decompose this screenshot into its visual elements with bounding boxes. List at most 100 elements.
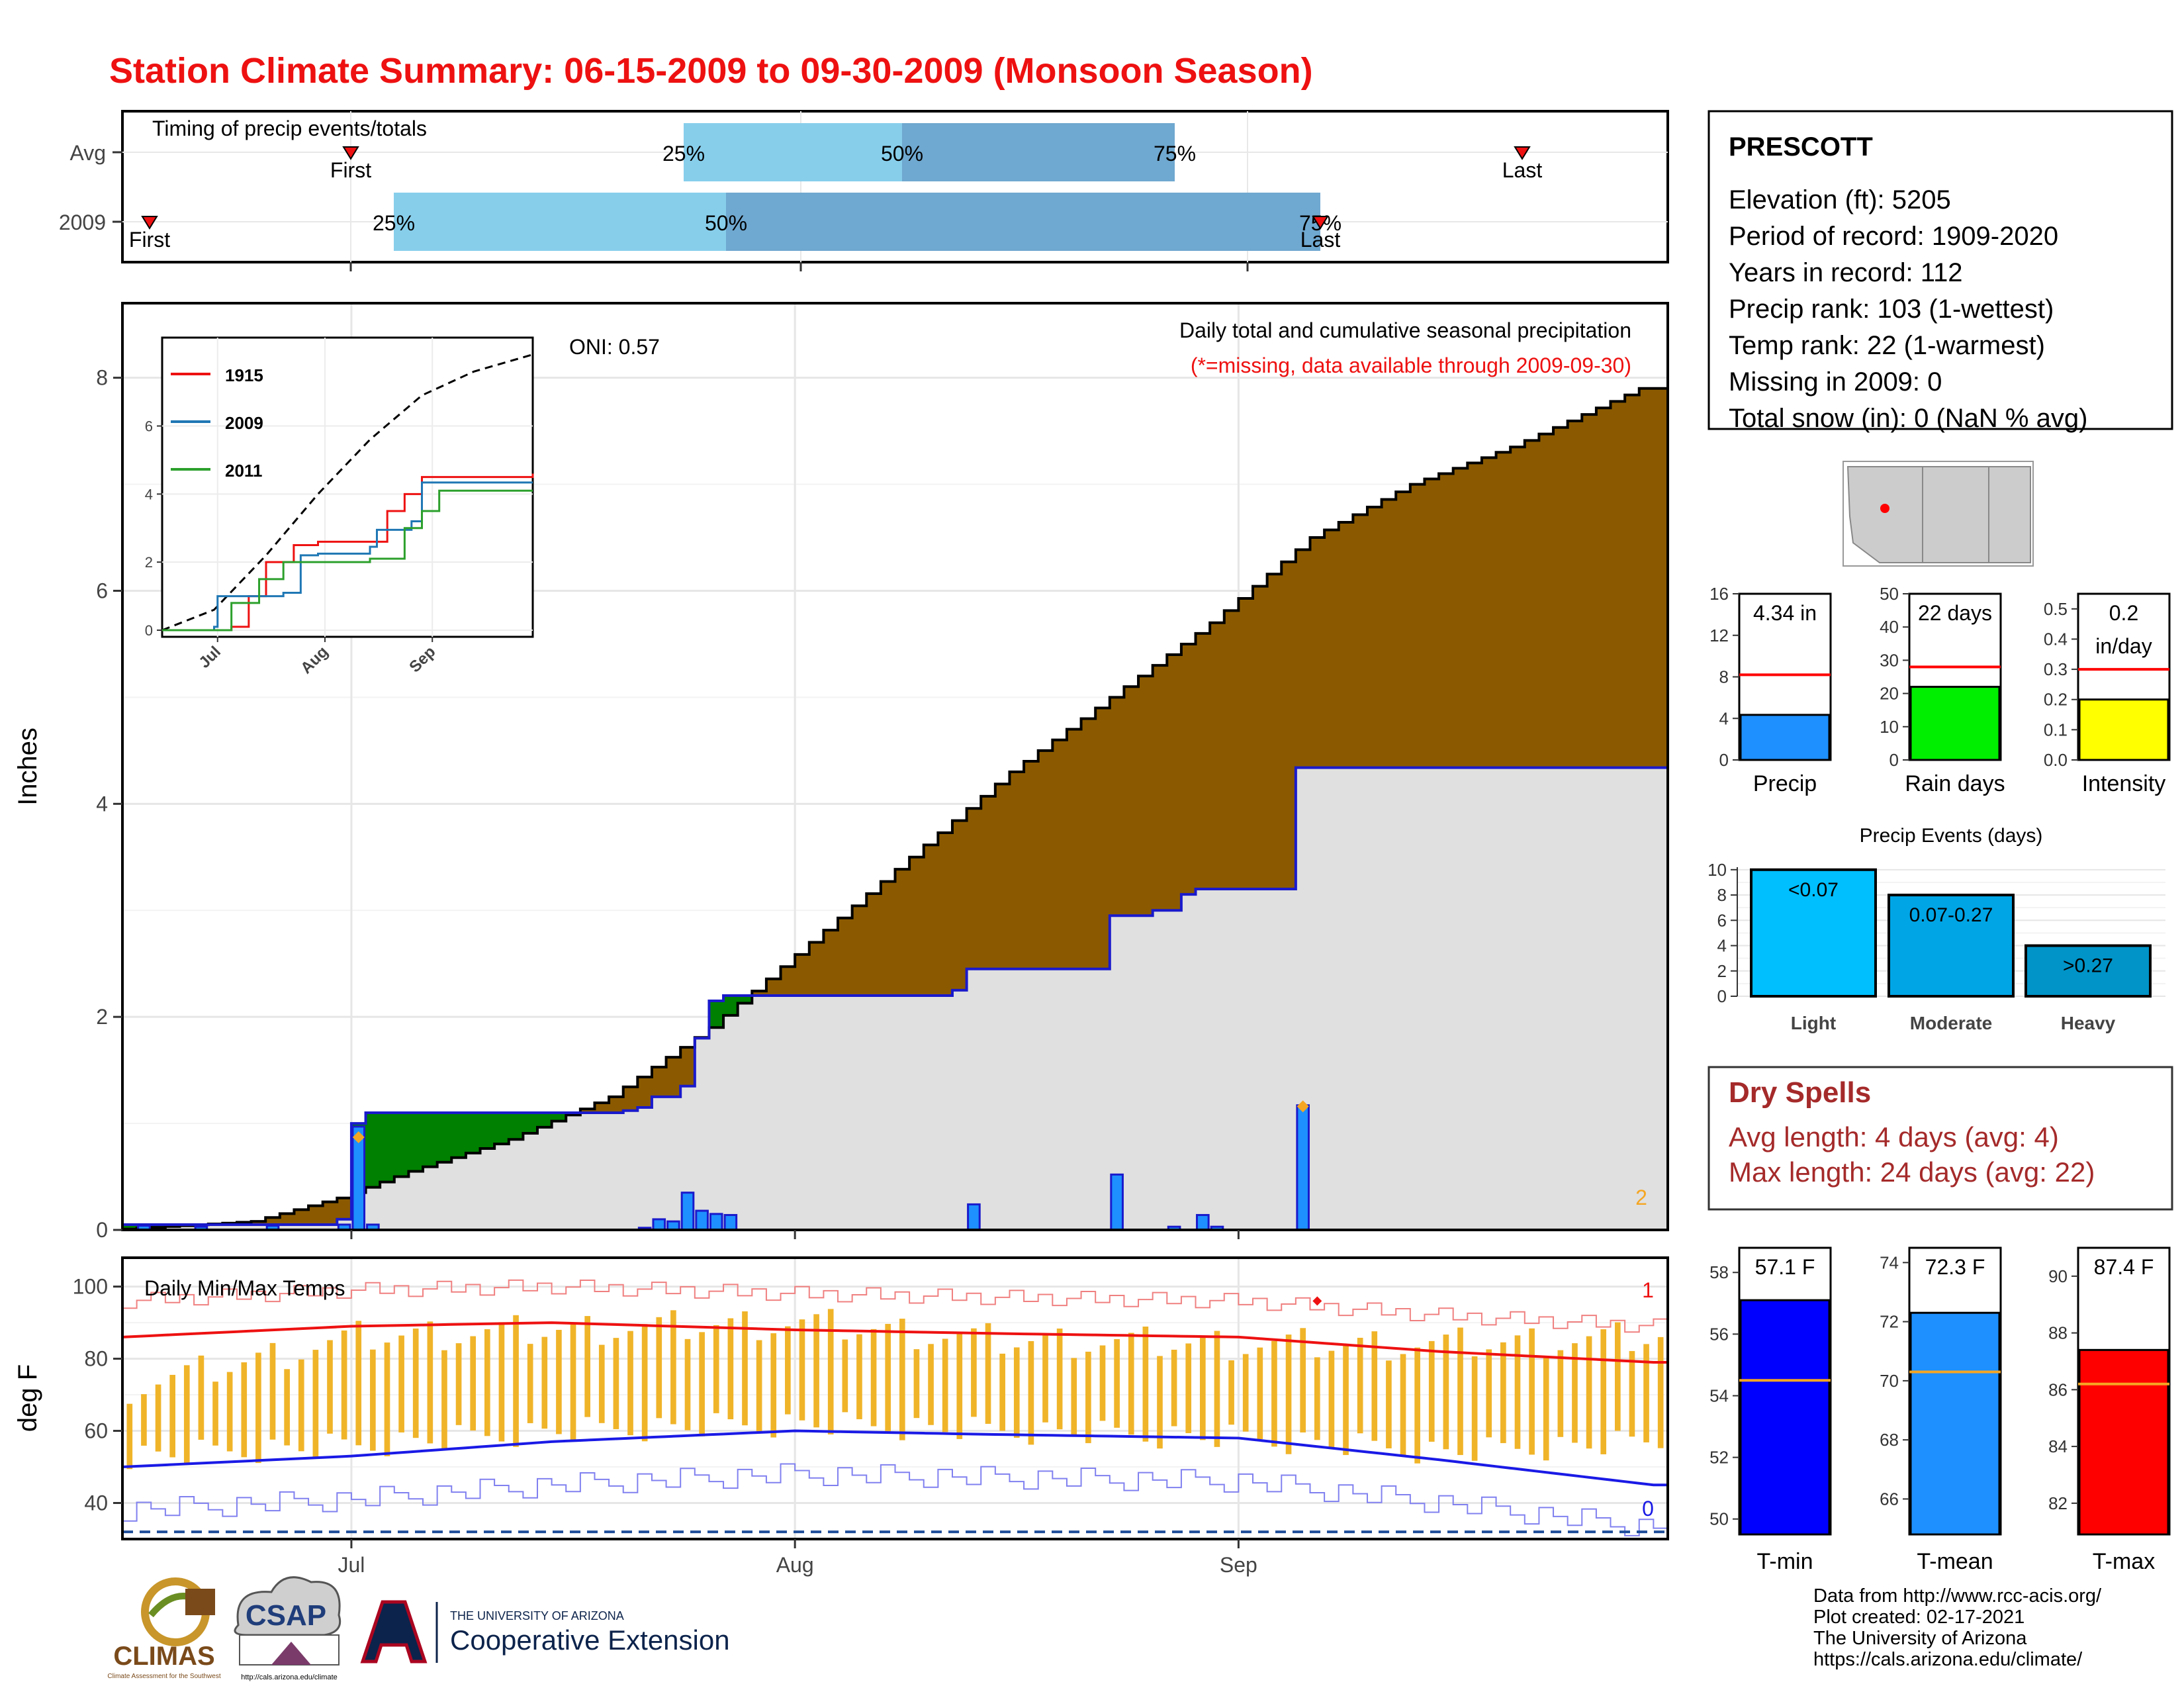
daily-temp-bar [1486,1349,1492,1438]
daily-temp-bar [198,1355,205,1440]
stat-bar-label: in/day [2095,634,2152,658]
temp-stat-tick-label: 88 [2048,1323,2068,1343]
y2009-pct-25: 25% [373,211,415,235]
daily-temp-bar [813,1314,819,1428]
temp-ylabel: deg F [13,1364,42,1432]
dry-spells-avg: Avg length: 4 days (avg: 4) [1729,1121,2059,1152]
y-tick-label: 4 [96,792,108,816]
stat-bar-xlabel: Intensity [2082,771,2166,796]
avg-first-label: First [330,158,371,182]
stat-bar-tick-label: 0.0 [2044,750,2068,770]
climas-logo: CLIMAS Climate Assessment for the Southw… [107,1577,221,1680]
temp-label: Daily Min/Max Temps [144,1276,345,1300]
temp-stat-tick-label: 68 [1880,1430,1899,1450]
temp-stat-tick-label: 54 [1709,1385,1729,1405]
surplus-area-segment [394,1112,409,1177]
daily-precip-bar [723,1213,738,1231]
surplus-area-segment [480,1112,495,1149]
temp-stat-bars: 57.1 F 50 52 54 56 58 T-min 72.3 F 66 68 70 72 74 T-m… [1709,1246,2171,1574]
daily-temp-bar [470,1336,477,1431]
daily-temp-bar [141,1394,147,1446]
data-flag-marker [352,1131,365,1143]
daily-temp-bar [269,1342,276,1440]
daily-temp-bar [1557,1350,1564,1437]
daily-precip-bar [1110,1173,1124,1231]
daily-precip-bar [680,1192,695,1231]
daily-temp-bar [785,1326,791,1415]
daily-temp-bar [284,1369,290,1446]
daily-temp-bar [1514,1335,1521,1449]
temp-stat-tick-label: 56 [1709,1324,1729,1344]
temp-stat-label: 72.3 F [1925,1255,1985,1279]
daily-temp-bar [370,1349,376,1451]
cumulative-2009-area-segment [566,1115,581,1230]
daily-temp-bar [1085,1351,1091,1444]
cumulative-2009-area-segment [179,1225,195,1230]
inset-series-2009 [162,481,533,632]
precip-description: Daily total and cumulative seasonal prec… [1179,318,1631,342]
daily-temp-bar [1257,1347,1263,1439]
inset-y-tick-label: 6 [145,418,153,435]
events-y-tick-label: 4 [1717,936,1727,956]
surplus-area-segment [465,1112,481,1153]
csap-url: http://cals.arizona.edu/climate [241,1673,338,1681]
y2009-last-marker [1312,216,1329,230]
temp-stat-tick-label: 74 [1880,1252,1899,1272]
temp-stat-tick-label: 58 [1709,1262,1729,1282]
temp-y-tick-label: 80 [84,1347,108,1371]
surplus-area-segment [122,1224,138,1229]
events-y-tick-label: 8 [1717,885,1727,905]
credit-line: Data from http://www.rcc-acis.org/ [1813,1585,2102,1607]
daily-temp-bar [1071,1358,1077,1436]
daily-temp-bar [298,1359,304,1452]
event-category-label: Heavy [2061,1013,2116,1033]
ua-small-text: THE UNIVERSITY OF ARIZONA [450,1609,624,1622]
daily-temp-bar [799,1319,805,1421]
daily-temp-bar [756,1340,762,1432]
record-low-line [122,1463,1668,1536]
daily-temp-bar [1643,1344,1649,1442]
cumulative-2009-area-segment [365,1187,381,1230]
temp-stat-tick-label: 66 [1880,1489,1899,1509]
daily-temp-bar [684,1338,691,1430]
surplus-area-segment [508,1112,523,1140]
avg-pct-25: 25% [662,142,705,165]
daily-temp-bar [498,1322,505,1442]
daily-temp-bar [398,1335,404,1432]
stat-bar-tick-label: 4 [1719,708,1729,728]
surplus-area-segment [380,1112,395,1182]
inset-legend: 1915 2009 2011 [171,365,263,481]
event-bar-label: <0.07 [1788,879,1839,901]
daily-temp-bar [312,1350,319,1458]
temp-count-low: 0 [1642,1497,1654,1521]
stat-bar-value [1739,714,1831,761]
daily-temp-bar [584,1316,590,1417]
event-bar [1888,894,2015,998]
daily-temp-bar [455,1343,462,1425]
events-y-tick-label: 2 [1717,961,1727,981]
temp-stat-xlabel: T-max [2093,1549,2155,1574]
cumulative-2009-area-segment [451,1157,467,1230]
daily-temp-bar [1214,1331,1220,1447]
daily-temp-bar [1142,1327,1149,1442]
daily-temp-bar [1185,1343,1192,1433]
stat-bar-xlabel: Precip [1753,771,1817,796]
daily-temp-bar [1343,1344,1349,1456]
corner-count: 2 [1635,1186,1647,1209]
daily-temp-bar [183,1365,190,1464]
daily-temp-bar [999,1353,1005,1431]
stat-bar-label: 22 days [1918,601,1992,625]
y2009-first-label: First [129,228,170,252]
stat-bar-tick-label: 20 [1880,684,1899,704]
temp-stat-label: 87.4 F [2094,1255,2154,1279]
station-name: PRESCOTT [1729,132,1873,162]
surplus-area-segment [365,1112,381,1188]
daily-temp-bar [827,1309,834,1434]
avg-first-marker [342,146,359,160]
daily-temp-bar [727,1318,734,1420]
daily-temp-bar [1200,1337,1206,1440]
daily-temp-bar [1371,1331,1378,1441]
daily-precip-bar [695,1209,709,1231]
event-category-label: Light [1791,1013,1836,1033]
